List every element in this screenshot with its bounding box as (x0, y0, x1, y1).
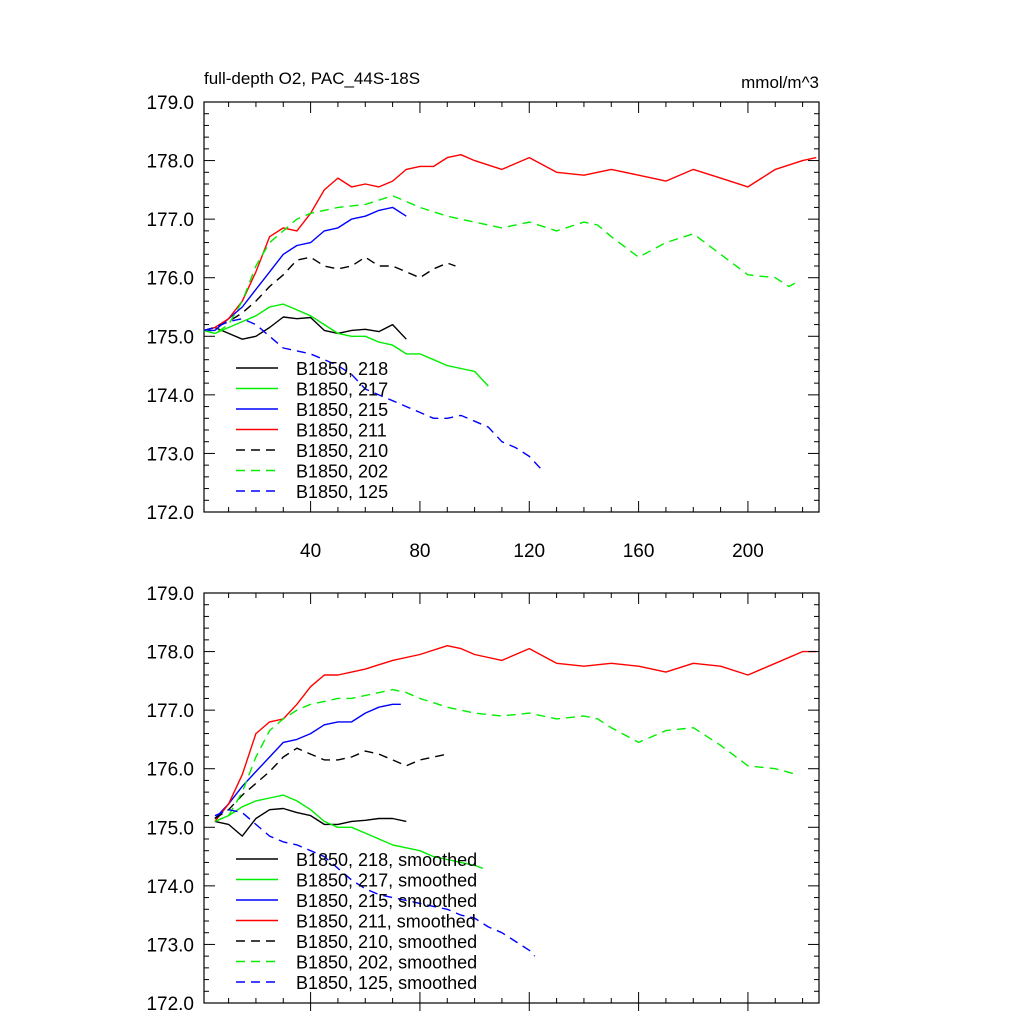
legend-label: B1850, 125, smoothed (296, 973, 477, 993)
legend-label: B1850, 211, smoothed (296, 912, 476, 932)
y-tick-label: 174.0 (146, 877, 194, 898)
top-plot-frame (203, 101, 820, 513)
x-tick-label: 120 (513, 541, 545, 562)
series-line (203, 316, 407, 340)
series-line (214, 645, 817, 822)
series-line (214, 809, 536, 957)
x-tick-label: 40 (300, 541, 321, 562)
y-tick-label: 173.0 (146, 935, 194, 956)
series-line (214, 747, 448, 820)
legend-label: B1850, 202 (296, 462, 388, 482)
legend-label: B1850, 210 (296, 441, 388, 461)
series-line (214, 794, 484, 869)
legend-label: B1850, 217, smoothed (296, 871, 477, 891)
y-tick-label: 179.0 (146, 584, 194, 605)
x-tick-label: 80 (409, 541, 430, 562)
top-panel: full-depth O2, PAC_44S-18S mmol/m^3 172.… (146, 69, 820, 562)
legend-label: B1850, 217 (296, 380, 388, 400)
y-tick-label: 174.0 (146, 386, 194, 407)
y-tick-label: 172.0 (146, 994, 194, 1015)
y-tick-label: 177.0 (146, 210, 194, 231)
y-tick-label: 178.0 (146, 643, 194, 664)
legend-label: B1850, 210, smoothed (296, 932, 477, 952)
y-tick-label: 176.0 (146, 269, 194, 290)
y-tick-label: 175.0 (146, 327, 194, 348)
series-line (203, 303, 489, 387)
y-tick-label: 177.0 (146, 701, 194, 722)
legend-label: B1850, 211 (296, 421, 387, 441)
legend-label: B1850, 125 (296, 482, 388, 502)
top-tick-group: 172.0 173.0 174.0 175.0 176.0 177.0 178.0 179.0… (146, 93, 819, 562)
x-tick-label: 200 (732, 541, 764, 562)
legend-label: B1850, 202, smoothed (296, 953, 477, 973)
bottom-series-group (214, 645, 817, 957)
series-line (214, 807, 407, 837)
bottom-tick-group: 172.0 173.0 174.0 175.0 176.0 177.0 178.0 179.0 (146, 584, 819, 1015)
legend-label: B1850, 215 (296, 400, 388, 420)
x-tick-label: 160 (623, 541, 655, 562)
legend-label: B1850, 215, smoothed (296, 891, 477, 911)
y-tick-label: 175.0 (146, 818, 194, 839)
legend-label: B1850, 218, smoothed (296, 850, 477, 870)
y-tick-label: 176.0 (146, 760, 194, 781)
series-line (214, 688, 798, 823)
legend-label: B1850, 218 (296, 359, 388, 379)
series-line (204, 206, 407, 332)
series-line (203, 256, 456, 332)
series-line (214, 703, 401, 819)
series-line (203, 153, 817, 332)
y-tick-label: 173.0 (146, 444, 194, 465)
y-tick-label: 172.0 (146, 503, 194, 524)
bottom-panel: 172.0 173.0 174.0 175.0 176.0 177.0 178.0 179.0… (146, 584, 820, 1015)
top-series-group (203, 153, 817, 472)
top-chart-title: full-depth O2, PAC_44S-18S (204, 69, 420, 88)
y-tick-label: 179.0 (146, 93, 194, 114)
series-line (203, 194, 801, 335)
y-tick-label: 178.0 (146, 152, 194, 173)
bottom-plot-frame (203, 592, 820, 1004)
top-units-label: mmol/m^3 (741, 73, 819, 92)
